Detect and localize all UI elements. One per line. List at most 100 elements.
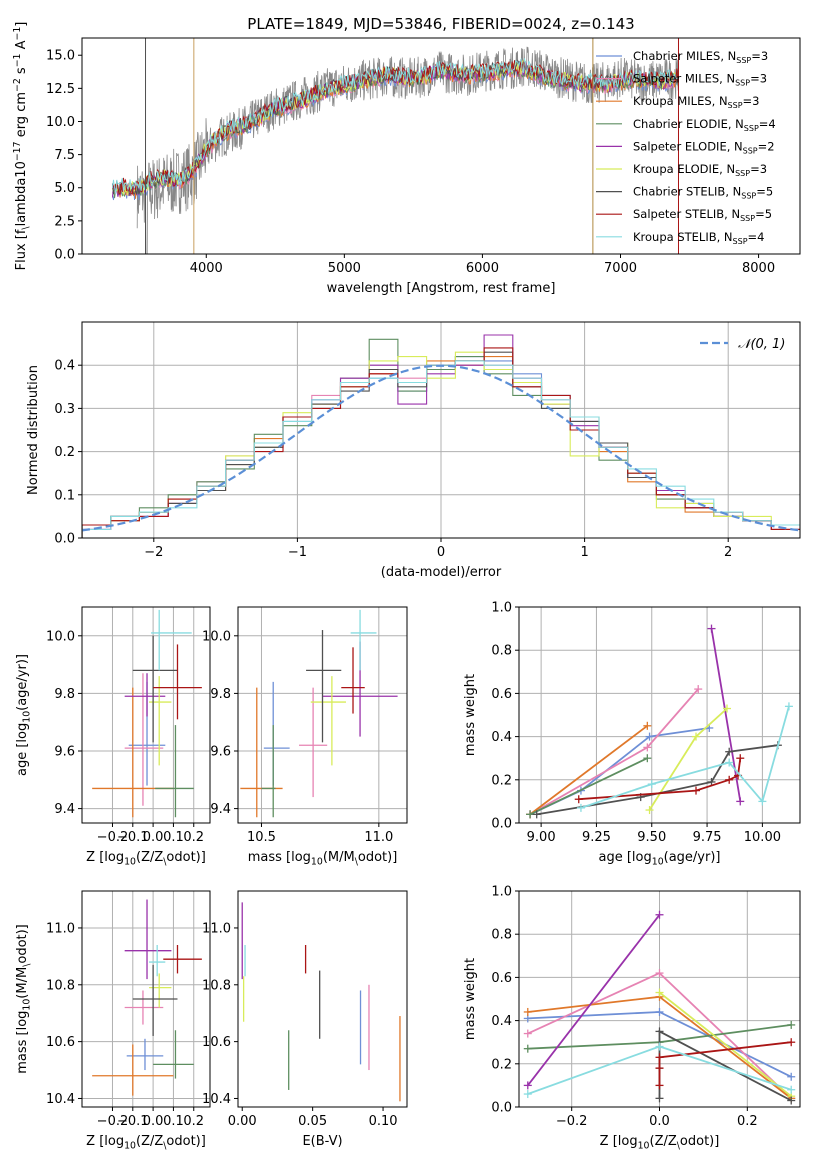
x-tick-label: −0.2 [556, 1114, 588, 1129]
x-tick-label: 0.0 [143, 830, 164, 845]
x-tick-label: 0.2 [183, 1114, 204, 1129]
panel-mass-weight-vs-z: −0.2 0.0 0.2 0.0 0.2 0.4 0.6 0.8 1.0 Z [log10(Z/Z… [463, 885, 801, 1152]
model-spectrum-8 [111, 58, 678, 195]
panel-mass-vs-ebv: 0.00 0.05 0.10 10.4 10.6 10.8 11.0 E(B-V) [202, 890, 408, 1149]
y-tick-label: 0.2 [54, 445, 75, 460]
x-tick-label: 8000 [742, 261, 775, 276]
y-tick-label: 10.6 [202, 1035, 231, 1050]
x-tick-label: 9.75 [693, 830, 722, 845]
axes-frame [81, 890, 211, 1108]
y-tick-label: 11.0 [202, 921, 231, 936]
gaussian-curve [82, 364, 800, 532]
y-tick-label: 10.4 [202, 1092, 231, 1107]
y-tick-label: 10.0 [46, 115, 75, 130]
y-tick-label: 12.5 [46, 82, 75, 97]
x-tick-label: 0.0 [649, 1114, 670, 1129]
mass-weight-line-4 [710, 628, 742, 802]
y-tick-label: 0.4 [491, 730, 512, 745]
y-axis-label: Normed distribution [26, 365, 41, 495]
legend-label: Kroupa ELODIE, NSSP=3 [633, 162, 767, 178]
y-tick-label: 9.4 [54, 802, 75, 817]
y-tick-label: 9.6 [54, 745, 75, 760]
plot-area [111, 38, 679, 254]
panel-age-vs-z: −0.2−0.10.0 0.1 0.2 9.4 9.6 9.8 10.0 Z [log10(Z… [15, 606, 211, 868]
mass-weight-line-5 [658, 991, 792, 1097]
plot-area [526, 624, 793, 819]
y-axis-label: mass weight [463, 674, 478, 756]
y-tick-label: 0.1 [54, 488, 75, 503]
y-tick-label: 0.6 [491, 971, 512, 986]
y-tick-label: 15.0 [46, 49, 75, 64]
axes-frame [81, 606, 211, 824]
x-tick-label: 0.00 [228, 1114, 257, 1129]
panel-mass-vs-z: −0.2−0.10.0 0.1 0.2 10.4 10.6 10.8 11.0 Z [log1… [15, 890, 211, 1152]
x-tick-label: 0.10 [369, 1114, 398, 1129]
mass-weight-line-6 [658, 1029, 792, 1102]
plot-area [240, 609, 398, 818]
y-tick-label: 10.6 [46, 1035, 75, 1050]
y-tick-label: 10.8 [202, 978, 231, 993]
axes-frame [518, 606, 801, 824]
panel-mass-weight-vs-age: 9.00 9.25 9.50 9.75 10.00 0.0 0.2 0.4 0.6 0.8 1.0 a… [463, 601, 801, 868]
y-tick-label: 1.0 [491, 601, 512, 616]
x-tick-label: 0 [437, 545, 445, 560]
x-tick-label: 10.5 [247, 830, 276, 845]
x-tick-label: 0.2 [183, 830, 204, 845]
plot-area [92, 899, 202, 1096]
plot-area [241, 902, 401, 1102]
mass-weight-line-7 [658, 1041, 792, 1086]
x-tick-label: −0.2 [97, 1114, 129, 1129]
legend-label: Salpeter ELODIE, NSSP=2 [633, 139, 775, 155]
y-tick-label: 11.0 [46, 921, 75, 936]
y-tick-label: 10.0 [202, 629, 231, 644]
legend-label: 𝒩(0, 1) [738, 337, 785, 352]
x-tick-label: 0.1 [163, 830, 184, 845]
y-tick-label: 0.0 [491, 1101, 512, 1116]
x-tick-label: 11.0 [364, 830, 393, 845]
x-tick-label: 0.05 [298, 1114, 327, 1129]
x-axis-label: wavelength [Angstrom, rest frame] [327, 281, 556, 296]
x-axis-label: (data-model)/error [381, 565, 502, 580]
x-tick-label: 0.1 [163, 1114, 184, 1129]
y-axis-label: Flux [f\lambda10−17 erg cm−2 s−1 A−1] [12, 22, 32, 271]
x-tick-label: −2 [144, 545, 163, 560]
y-tick-label: 10.4 [46, 1092, 75, 1107]
y-tick-label: 0.6 [491, 687, 512, 702]
x-tick-label: −0.2 [97, 830, 129, 845]
plot-area [523, 910, 796, 1105]
mass-weight-line-4 [527, 914, 661, 1086]
x-axis-label: Z [log10(Z/Z\odot)] [86, 1134, 206, 1152]
y-tick-label: 2.5 [54, 214, 75, 229]
mass-weight-line-8 [580, 706, 790, 809]
mass-weight-line-3 [529, 757, 648, 816]
plot-area [92, 609, 202, 818]
y-tick-label: 9.8 [54, 687, 75, 702]
x-tick-label: 0.0 [143, 1114, 164, 1129]
y-axis-label: age [log10(age/yr)] [15, 654, 33, 776]
plot-area [82, 334, 800, 538]
x-axis-label: mass [log10(M/M\odot)] [248, 850, 398, 868]
axes-frame [237, 606, 408, 824]
mass-weight-line-2 [529, 725, 648, 816]
y-tick-label: 10.0 [46, 629, 75, 644]
x-axis-label: E(B-V) [302, 1134, 342, 1149]
x-tick-label: 4000 [190, 261, 223, 276]
y-tick-label: 10.8 [46, 978, 75, 993]
y-tick-label: 0.0 [54, 532, 75, 547]
residual-histogram-8 [82, 360, 800, 538]
y-tick-label: 7.5 [54, 148, 75, 163]
axes-frame [518, 890, 801, 1108]
x-tick-label: −0.1 [117, 1114, 149, 1129]
y-axis-label: mass [log10(M/M\odot)] [15, 924, 33, 1074]
y-tick-label: 0.4 [54, 359, 75, 374]
legend-label: Kroupa STELIB, NSSP=4 [633, 230, 764, 246]
panel-spectrum: 4000 5000 6000 7000 8000 0.0 2.5 5.0 7.5 10.0 12.5… [12, 22, 801, 296]
legend-label: Chabrier ELODIE, NSSP=4 [633, 117, 776, 133]
axes-frame [237, 890, 408, 1108]
mass-weight-line-5 [648, 707, 728, 811]
x-tick-label: 9.50 [637, 830, 666, 845]
x-tick-label: 7000 [604, 261, 637, 276]
x-tick-label: 10.00 [744, 830, 781, 845]
x-tick-label: 9.00 [527, 830, 556, 845]
